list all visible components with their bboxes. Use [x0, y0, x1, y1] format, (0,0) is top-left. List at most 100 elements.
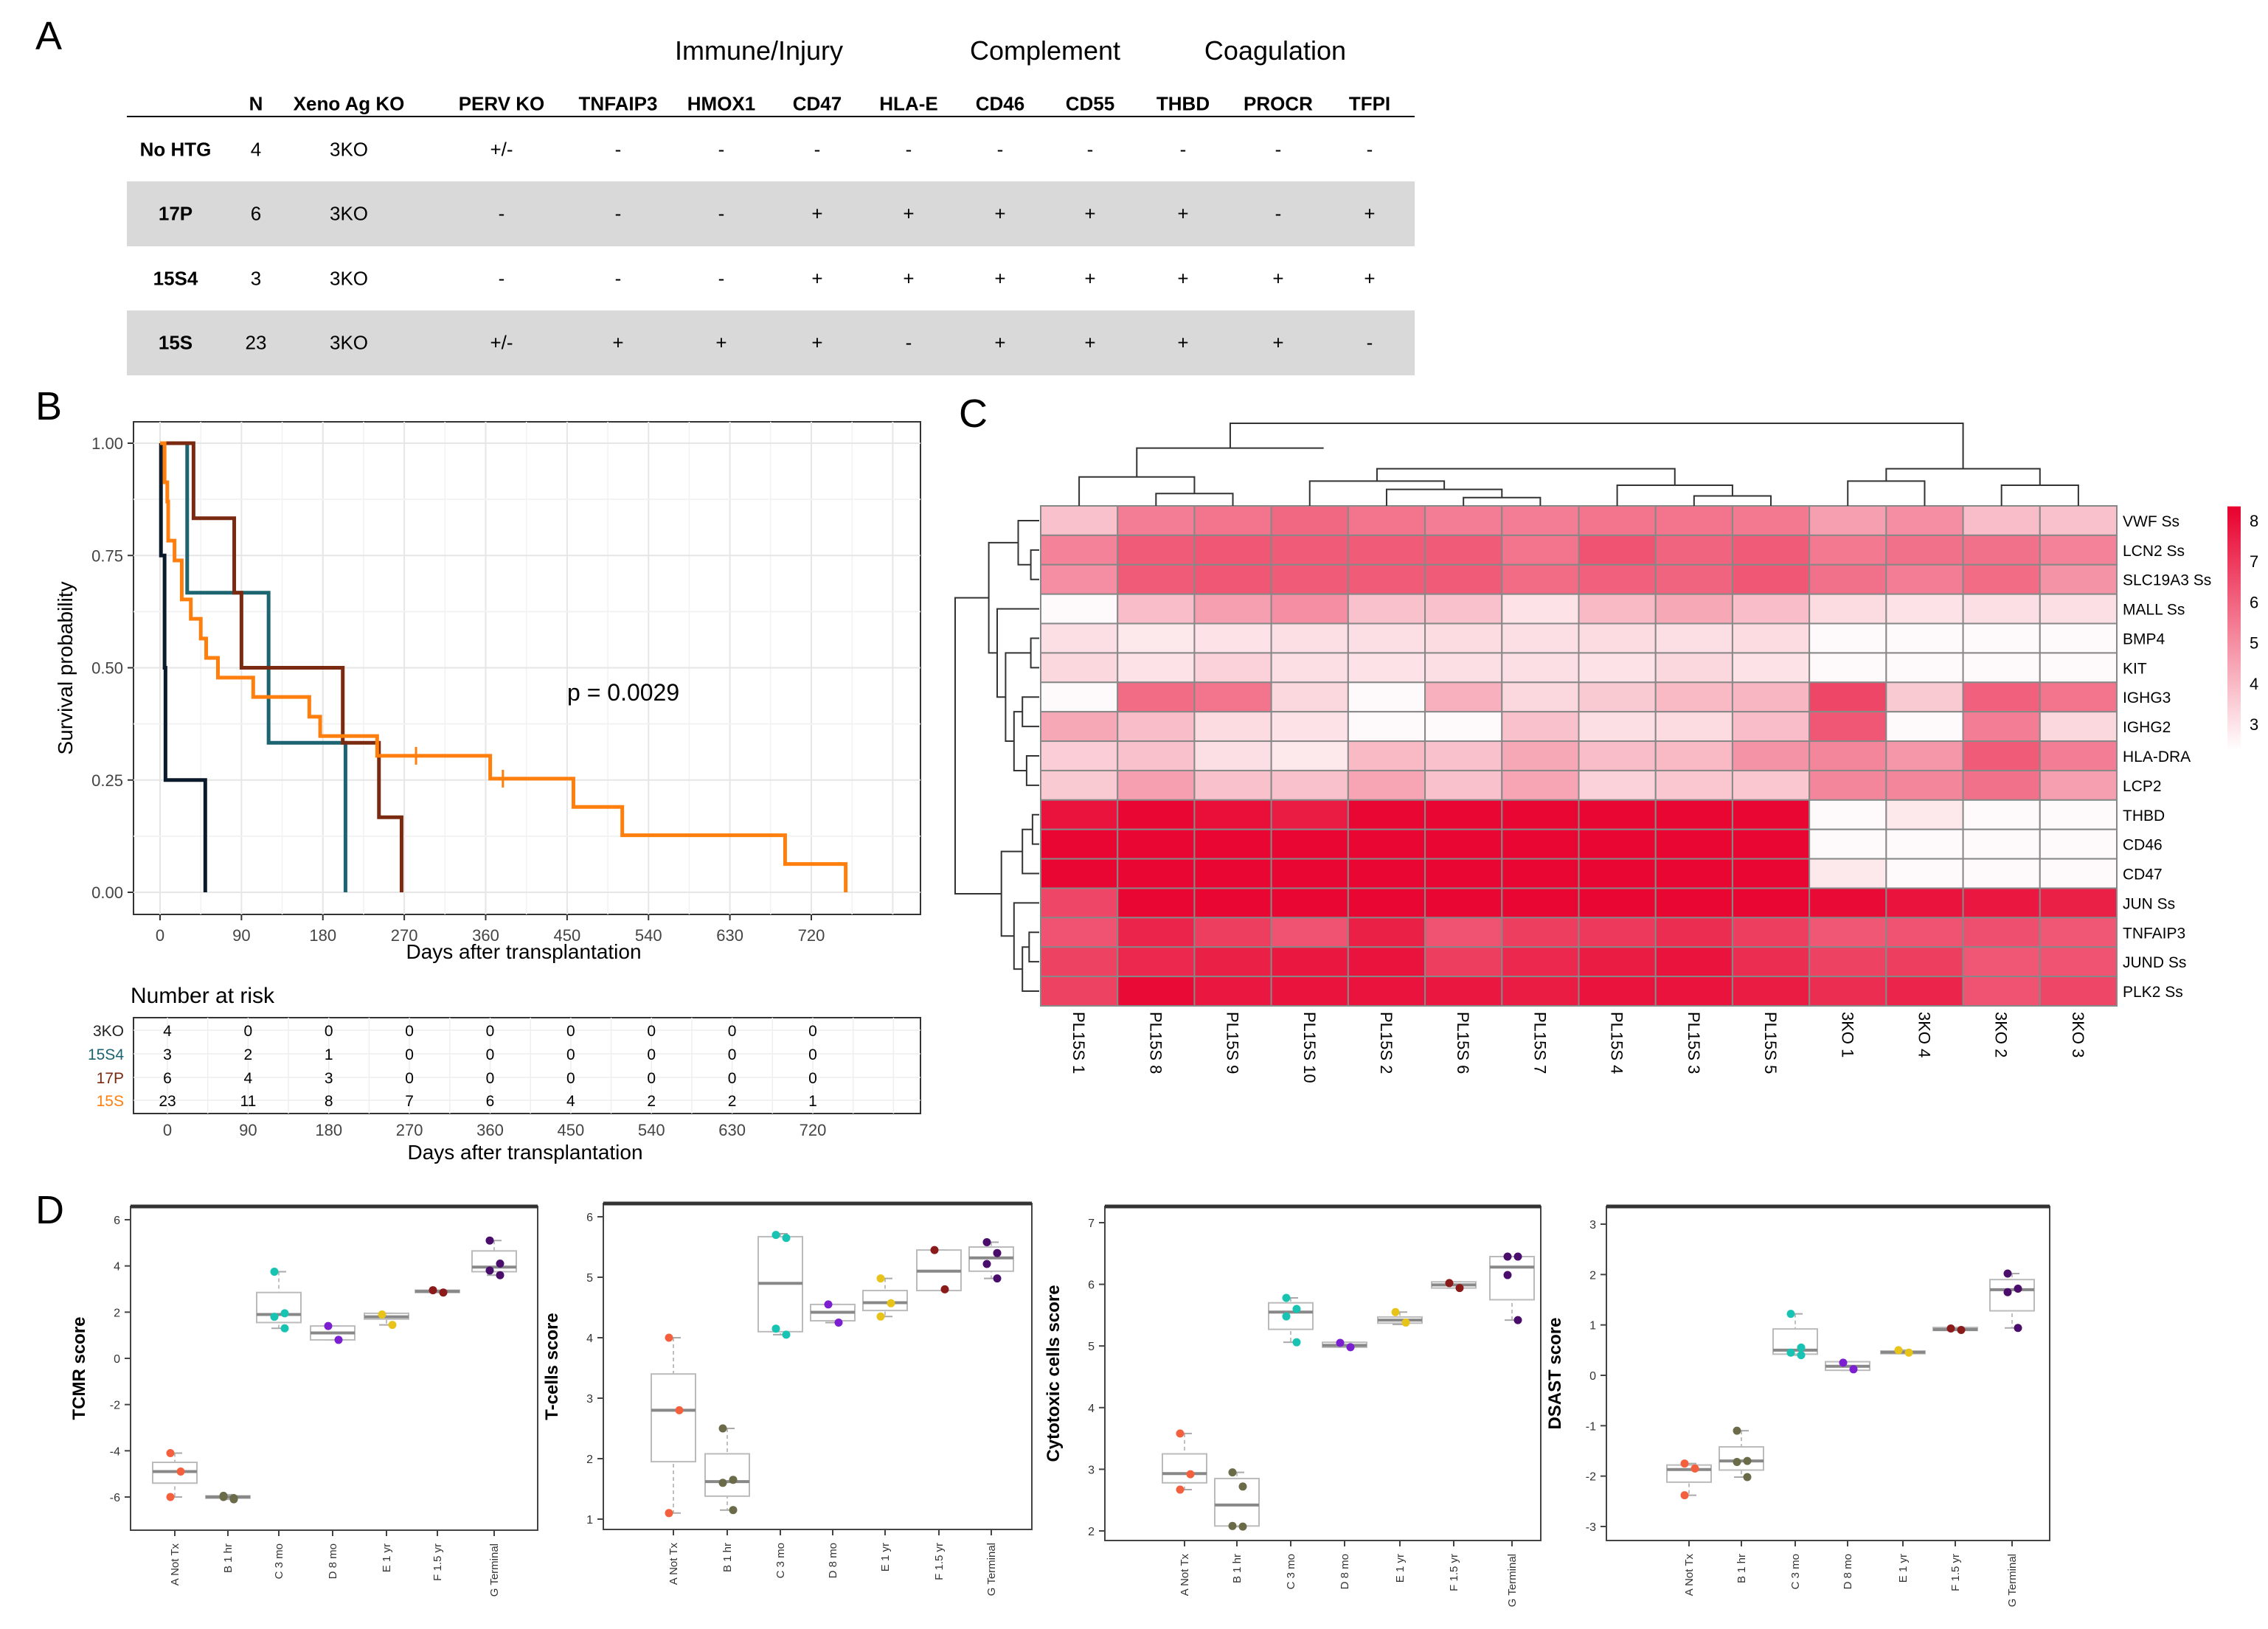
box: [1489, 1255, 1535, 1301]
heatmap-cell: [1117, 681, 1196, 713]
heatmap-cell: [1270, 534, 1349, 566]
risk-count: 0: [566, 1070, 575, 1087]
heatmap-cell: [1347, 887, 1426, 919]
heatmap-cell: [1040, 799, 1119, 830]
data-point: [1797, 1343, 1806, 1352]
box: [862, 1290, 908, 1312]
y-tick-label: -1: [1586, 1420, 1596, 1433]
dendrogram-branch: [1013, 902, 1039, 970]
heatmap-cell: [1578, 917, 1657, 948]
heatmap-cell: [1885, 534, 1964, 566]
panel-label-b: B: [35, 384, 63, 428]
heatmap-cell: [1117, 858, 1196, 889]
x-tick-label: F 1.5 yr: [431, 1543, 444, 1581]
heatmap-cell: [1578, 858, 1657, 889]
risk-count: 0: [728, 1023, 737, 1040]
heatmap-cell: [1731, 652, 1811, 684]
heatmap-cell: [1117, 799, 1196, 830]
risk-count: 0: [405, 1070, 414, 1087]
heatmap-cell: [2039, 505, 2118, 536]
data-point: [1786, 1348, 1795, 1357]
heatmap-cell: [1424, 799, 1503, 830]
x-tick-label: C 3 mo: [774, 1543, 787, 1578]
column-header: HMOX1: [687, 92, 756, 115]
heatmap-column-label: PL15S 6: [1454, 1012, 1472, 1074]
table-cell: -: [718, 138, 725, 161]
risk-count: 3: [325, 1070, 333, 1087]
data-point: [729, 1476, 738, 1484]
heatmap-cell: [1731, 534, 1811, 566]
heatmap-cell: [1654, 711, 1733, 743]
heatmap-cell: [2039, 858, 2118, 889]
risk-count: 0: [647, 1046, 656, 1063]
heatmap-column-label: PL15S 4: [1608, 1012, 1626, 1074]
risk-x-tick-label: 450: [558, 1121, 585, 1139]
heatmap-cell: [1117, 622, 1196, 654]
column-header: TNFAIP3: [578, 92, 658, 115]
data-point: [496, 1271, 504, 1279]
heatmap-cell: [1424, 946, 1503, 978]
x-tick-label: D 8 mo: [827, 1543, 839, 1578]
dendrogram-branch: [1155, 493, 1234, 506]
heatmap-cell: [1270, 622, 1349, 654]
box: [1162, 1453, 1207, 1484]
x-tick-label: G Terminal: [2006, 1554, 2019, 1607]
heatmap-cell: [2039, 976, 2118, 1007]
heatmap-cell: [1578, 505, 1657, 536]
heatmap-cell: [1808, 681, 1887, 713]
heatmap-row-label: VWF Ss: [2123, 513, 2179, 530]
heatmap-cell: [1424, 828, 1503, 860]
heatmap-cell: [1040, 563, 1119, 595]
heatmap-column-label: PL15S 8: [1146, 1012, 1165, 1074]
heatmap-cell: [1731, 946, 1811, 978]
heatmap-cell: [1424, 740, 1503, 771]
data-point: [729, 1506, 738, 1515]
survival-curve-15S: [160, 441, 848, 892]
box: [651, 1373, 696, 1463]
heatmap-cell: [1885, 681, 1964, 713]
heatmap-cell: [1347, 622, 1426, 654]
heatmap-cell: [1578, 593, 1657, 625]
heatmap-cell: [1654, 740, 1733, 771]
data-point: [982, 1237, 991, 1246]
dendrogram-branch: [1229, 423, 1964, 469]
heatmap-cell: [1040, 946, 1119, 978]
table-cell: -: [1275, 138, 1282, 161]
y-tick-label: 4: [1088, 1403, 1095, 1415]
heatmap-column-label: PL15S 9: [1224, 1012, 1242, 1074]
heatmap-cell: [1578, 711, 1657, 743]
y-tick-label: 4: [586, 1333, 593, 1345]
box: [256, 1291, 302, 1324]
x-axis-title: Days after transplantation: [406, 940, 641, 963]
box: [704, 1453, 750, 1497]
y-tick-label: 2: [586, 1453, 593, 1466]
heatmap-cell: [1731, 858, 1811, 889]
data-point: [718, 1479, 727, 1487]
dendrogram-branch: [1376, 468, 1676, 485]
risk-count: 0: [728, 1070, 737, 1087]
x-tick-label: 270: [391, 926, 418, 945]
row-label: 15S: [158, 331, 193, 354]
table-cell: +/-: [490, 138, 513, 161]
dendrogram-branch: [1030, 549, 1039, 580]
data-point: [1391, 1307, 1400, 1316]
heatmap-row-label: LCN2 Ss: [2123, 543, 2185, 560]
dendrogram-branch: [1078, 476, 1196, 506]
x-tick-label: F 1.5 yr: [1448, 1554, 1460, 1591]
risk-count: 0: [405, 1023, 414, 1040]
heatmap-cell: [1040, 828, 1119, 860]
data-point: [665, 1509, 673, 1518]
risk-count: 1: [808, 1093, 817, 1110]
data-point: [1282, 1312, 1291, 1321]
risk-x-tick-label: 180: [315, 1121, 342, 1139]
data-point: [1228, 1468, 1237, 1477]
heatmap-cell: [1501, 769, 1580, 801]
heatmap-cell: [1808, 828, 1887, 860]
heatmap-row-label: LCP2: [2123, 778, 2162, 795]
data-point: [1513, 1316, 1522, 1324]
heatmap-cell: [1193, 593, 1272, 625]
heatmap-cell: [1117, 976, 1196, 1007]
heatmap-cell: [1808, 769, 1887, 801]
heatmap-cell: [1501, 828, 1580, 860]
heatmap-cell: [1731, 799, 1811, 830]
